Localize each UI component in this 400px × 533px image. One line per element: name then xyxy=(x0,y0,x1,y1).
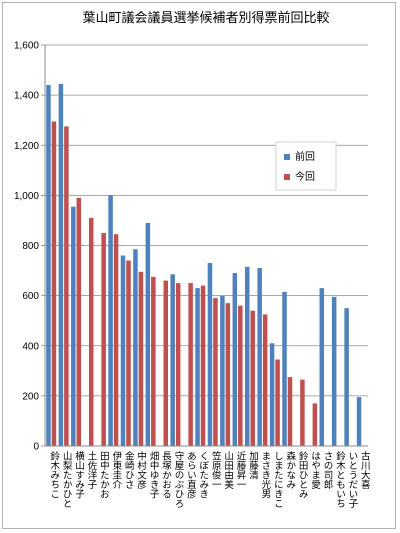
legend-label-previous: 前回 xyxy=(295,150,315,163)
bar-previous xyxy=(331,296,337,446)
x-category-label: さの司郎 xyxy=(322,451,334,490)
x-category-label: あらい直彦 xyxy=(185,451,197,499)
bar-previous xyxy=(58,83,64,447)
bar-current xyxy=(163,280,169,446)
bar-current xyxy=(238,305,243,446)
x-category-label: 山梨たかひと xyxy=(61,451,73,508)
bar-current xyxy=(175,283,181,446)
y-tick-label: 800 xyxy=(22,241,39,252)
y-tick-label: 0 xyxy=(33,442,39,453)
x-category-label: 長塚かおる xyxy=(160,451,172,499)
x-category-label: 鈴田ひとみ xyxy=(297,450,309,498)
legend-label-current: 今回 xyxy=(295,170,315,183)
bar-previous xyxy=(133,249,138,446)
bar-previous xyxy=(46,85,51,446)
bars xyxy=(46,83,362,447)
x-category-label: 山田由美 xyxy=(222,451,234,490)
chart-title: 葉山町議会議員選挙候補者別得票前回比較 xyxy=(82,10,329,26)
bar-current xyxy=(213,298,218,446)
bar-current xyxy=(64,126,69,446)
x-category-label: しまたにきこ xyxy=(272,451,284,508)
bar-current xyxy=(262,314,268,446)
x-category-label: 横山すみ子 xyxy=(73,450,85,498)
x-axis-labels: 鈴木みちこ 山梨たかひと 横山すみ子 土佐洋子 田中たかお 伊東圭介 金崎ひさ 中村文彦 畑中ゆ… xyxy=(48,450,370,508)
legend-swatch-current xyxy=(284,174,290,180)
bar-current xyxy=(312,403,318,446)
bar-previous xyxy=(170,274,175,446)
x-category-label: 伊東圭介 xyxy=(110,450,122,489)
bar-previous xyxy=(232,273,238,446)
bar-current xyxy=(51,121,57,447)
x-category-label: 笠原俊一 xyxy=(210,450,222,489)
bar-previous xyxy=(269,343,275,446)
bar-previous xyxy=(220,295,225,446)
bar-current xyxy=(250,310,255,446)
bar-current xyxy=(275,359,280,446)
legend-box xyxy=(275,141,337,191)
bar-previous xyxy=(120,255,126,446)
y-tick-label: 1,000 xyxy=(14,191,39,202)
x-category-label: 金崎ひさ xyxy=(123,450,135,489)
bar-previous xyxy=(244,266,250,446)
x-category-label: まさき光男 xyxy=(259,451,271,499)
x-category-label: 森かなみ xyxy=(284,450,296,489)
legend: 前回 今回 xyxy=(275,141,337,191)
x-category-label: 畑中ゆき子 xyxy=(148,450,160,498)
bar-current xyxy=(188,283,193,446)
bar-current xyxy=(200,285,206,446)
bar-current xyxy=(113,234,119,446)
bar-previous xyxy=(145,222,151,446)
bar-previous xyxy=(71,206,76,446)
bar-previous xyxy=(319,288,325,446)
x-category-label: はやま愛 xyxy=(309,451,321,490)
y-tick-label: 1,200 xyxy=(14,141,39,152)
x-category-label: 土佐洋子 xyxy=(85,450,97,489)
x-category-label: 鈴木ともいち xyxy=(334,450,346,508)
x-category-label: 加藤清 xyxy=(247,451,259,480)
y-tick-label: 200 xyxy=(22,391,39,402)
x-category-label: 守屋のぶひろ xyxy=(172,450,184,508)
bar-previous xyxy=(282,291,287,446)
y-tick-label: 600 xyxy=(22,291,39,302)
bar-previous xyxy=(257,268,262,446)
bar-current xyxy=(151,276,156,446)
bar-previous xyxy=(195,288,200,446)
x-category-label: 古川大喜 xyxy=(359,450,371,490)
x-category-label: 鈴木みちこ xyxy=(48,450,60,498)
y-axis-ticks: 0 200 400 600 800 1,000 1,200 1,400 1,600 xyxy=(14,41,45,453)
x-category-label: 田中たかお xyxy=(98,451,110,499)
bar-previous xyxy=(207,263,213,446)
x-category-label: くぼたみき xyxy=(197,451,209,499)
bar-previous xyxy=(108,195,113,446)
bar-current xyxy=(287,377,293,446)
bar-current xyxy=(76,197,82,446)
x-category-label: 近藤昇一 xyxy=(235,450,247,489)
x-category-label: いとうだい子 xyxy=(346,451,358,508)
y-tick-label: 1,600 xyxy=(14,41,39,52)
bar-current xyxy=(138,271,144,446)
bar-current xyxy=(126,260,131,446)
x-category-label: 中村文彦 xyxy=(135,450,147,490)
bar-current xyxy=(225,303,231,446)
y-tick-label: 400 xyxy=(22,341,39,352)
bar-previous xyxy=(344,308,349,446)
bar-current xyxy=(101,232,106,446)
bar-current xyxy=(88,217,94,446)
legend-swatch-previous xyxy=(284,154,290,160)
bar-previous xyxy=(356,397,362,446)
bar-current xyxy=(300,379,305,446)
y-tick-label: 1,400 xyxy=(14,91,39,102)
